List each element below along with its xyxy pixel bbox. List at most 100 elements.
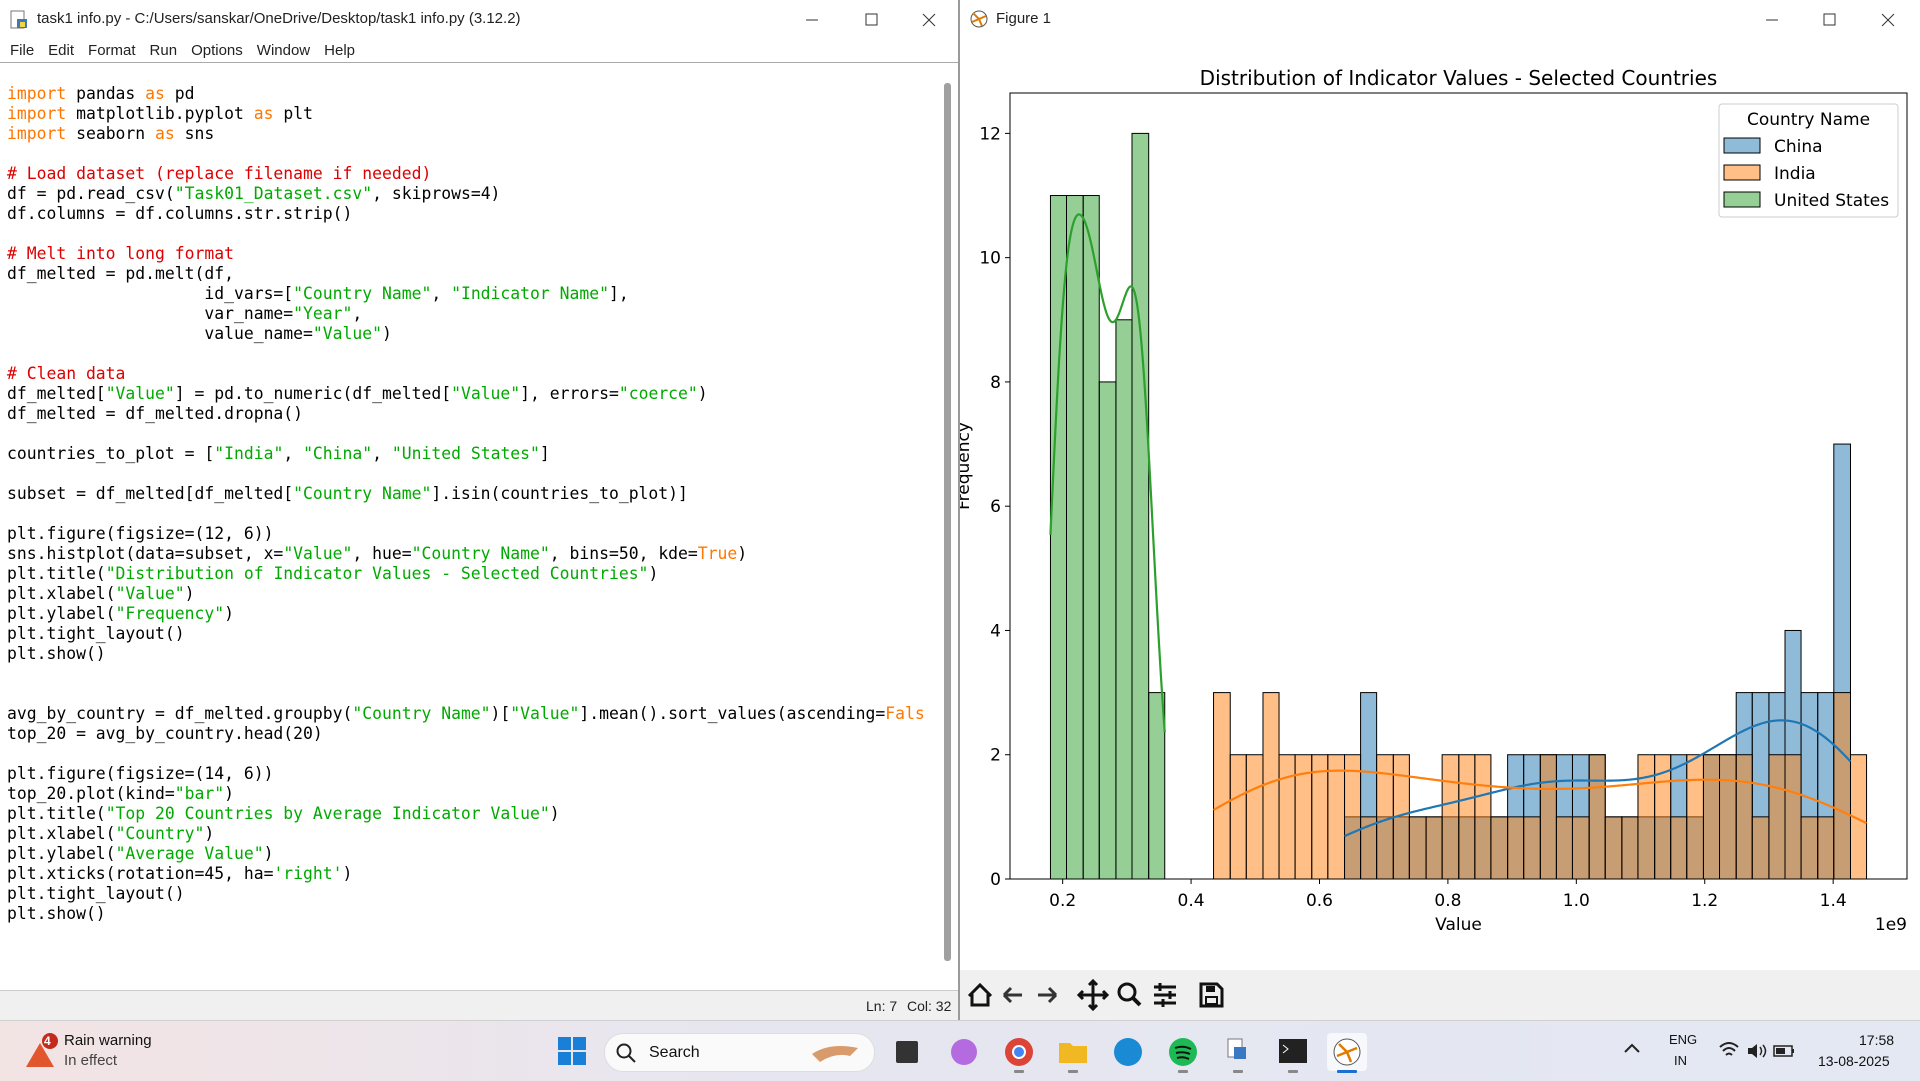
code-line: df_melted["Value"] = pd.to_numeric(df_me… bbox=[7, 384, 708, 403]
histogram-bar bbox=[1637, 754, 1656, 880]
line-number: Ln: 7 bbox=[866, 998, 898, 1014]
search-placeholder: Search bbox=[649, 1044, 700, 1061]
code-line: countries_to_plot = ["India", "China", "… bbox=[7, 444, 550, 463]
legend-label: China bbox=[1774, 137, 1823, 157]
window-title: Figure 1 bbox=[996, 10, 1052, 27]
edge[interactable] bbox=[1114, 1038, 1142, 1066]
code-line: subset = df_melted[df_melted["Country Na… bbox=[7, 484, 688, 503]
chrome[interactable] bbox=[1005, 1038, 1033, 1066]
close[interactable] bbox=[1881, 13, 1895, 27]
histogram-bar bbox=[1751, 816, 1770, 880]
home-button[interactable] bbox=[967, 982, 993, 1007]
code-line: # Load dataset (replace filename if need… bbox=[7, 164, 432, 183]
maximize[interactable] bbox=[865, 13, 878, 26]
menu-item[interactable]: Help bbox=[324, 42, 355, 59]
scrollbar[interactable] bbox=[944, 83, 951, 961]
code-line bbox=[7, 424, 932, 444]
search-box[interactable]: Search bbox=[604, 1033, 875, 1072]
histogram-bar bbox=[1229, 754, 1247, 880]
weather-icon[interactable] bbox=[22, 1033, 62, 1073]
title-bar: Figure 1 bbox=[960, 0, 1920, 39]
menu-item[interactable]: Edit bbox=[48, 42, 75, 59]
configure-button[interactable] bbox=[1154, 983, 1176, 1007]
y-tick-label: 4 bbox=[990, 621, 1001, 641]
search-highlight-art bbox=[812, 1046, 858, 1062]
save-button[interactable] bbox=[1199, 982, 1224, 1008]
window-controls[interactable] bbox=[790, 0, 958, 39]
histogram-bar bbox=[1262, 692, 1280, 880]
code-line: plt.xlabel("Value") bbox=[7, 584, 195, 603]
y-tick-label: 12 bbox=[979, 124, 1001, 144]
x-tick-label: 0.2 bbox=[1049, 891, 1076, 911]
x-offset-label: 1e9 bbox=[1875, 915, 1907, 935]
y-tick-label: 2 bbox=[990, 746, 1001, 766]
code-line: plt.figure(figsize=(14, 6)) bbox=[7, 764, 274, 783]
clock-date[interactable]: 13-08-2025 bbox=[1818, 1053, 1890, 1069]
chart-title: Distribution of Indicator Values - Selec… bbox=[1200, 66, 1718, 90]
clock-time[interactable]: 17:58 bbox=[1859, 1032, 1895, 1048]
terminal[interactable] bbox=[1279, 1039, 1307, 1063]
histogram-bar bbox=[1523, 816, 1541, 880]
menu-item[interactable]: Format bbox=[88, 42, 136, 59]
column-number: Col: 32 bbox=[907, 998, 952, 1014]
histogram-bar bbox=[1588, 754, 1606, 880]
matplotlib[interactable] bbox=[1333, 1038, 1361, 1066]
menu-item[interactable]: Options bbox=[191, 42, 243, 59]
task-view[interactable] bbox=[896, 1041, 918, 1063]
histogram-bar bbox=[1702, 754, 1721, 880]
tray-chevron[interactable] bbox=[1622, 1039, 1642, 1059]
code-line: plt.title("Distribution of Indicator Val… bbox=[7, 564, 659, 583]
histogram-bar bbox=[1441, 754, 1460, 880]
code-editor[interactable]: import pandas as pd import matplotlib.pyp… bbox=[0, 62, 958, 991]
histogram-bar bbox=[1098, 381, 1117, 880]
start-button[interactable] bbox=[556, 1035, 588, 1067]
legend-swatch bbox=[1723, 164, 1761, 181]
histogram-bar bbox=[1066, 195, 1084, 880]
window-controls[interactable] bbox=[1752, 0, 1920, 39]
code-line: df_melted = pd.melt(df, bbox=[7, 264, 234, 283]
histogram-bar bbox=[1555, 816, 1573, 880]
maximize[interactable] bbox=[1823, 13, 1836, 26]
menu-item[interactable]: Run bbox=[149, 42, 178, 59]
code-line: df_melted = df_melted.dropna() bbox=[7, 404, 304, 423]
code-line bbox=[7, 224, 932, 244]
toolbar bbox=[960, 970, 1920, 1020]
python[interactable] bbox=[1227, 1038, 1246, 1059]
histogram-bar bbox=[1213, 692, 1231, 880]
chart: 0 2 4 6 8 10 12 0.2 0.4 0.6 0.8 1.0 1.2 1.4 1e9 Distrib… bbox=[960, 39, 1920, 970]
code-line: value_name="Value") bbox=[7, 324, 392, 343]
spotify[interactable] bbox=[1169, 1038, 1197, 1066]
back-button[interactable] bbox=[1002, 986, 1022, 1004]
menu-item[interactable]: File bbox=[10, 42, 35, 59]
close[interactable] bbox=[922, 13, 936, 27]
histogram-bar bbox=[1148, 692, 1166, 880]
copilot[interactable] bbox=[951, 1039, 977, 1065]
histogram-bar bbox=[1344, 754, 1362, 880]
code-line bbox=[7, 664, 932, 684]
x-tick-label: 1.4 bbox=[1820, 891, 1847, 911]
histogram-bar bbox=[1131, 132, 1150, 880]
weather-title: Rain warning bbox=[64, 1032, 152, 1049]
legend-label: United States bbox=[1774, 191, 1889, 211]
pan-button[interactable] bbox=[1076, 978, 1110, 1012]
zoom-button[interactable] bbox=[1117, 982, 1142, 1007]
status-bar: Ln: 7 Col: 32 bbox=[0, 990, 958, 1020]
x-axis-label: Value bbox=[1435, 915, 1482, 935]
code-line: plt.xticks(rotation=45, ha='right') bbox=[7, 864, 353, 883]
menu-bar: File Edit Format Run Options Window Help bbox=[3, 40, 362, 62]
language[interactable]: ENG bbox=[1669, 1032, 1698, 1047]
file-explorer[interactable] bbox=[1059, 1043, 1087, 1063]
code-line: plt.ylabel("Average Value") bbox=[7, 844, 274, 863]
menu-item[interactable]: Window bbox=[256, 42, 311, 59]
keyboard-layout[interactable]: IN bbox=[1674, 1053, 1687, 1068]
legend-box bbox=[1718, 103, 1899, 218]
kde-curve bbox=[1049, 213, 1166, 733]
system-tray[interactable] bbox=[1718, 1039, 1796, 1063]
code-line: top_20 = avg_by_country.head(20) bbox=[7, 724, 323, 743]
code-line: df = pd.read_csv("Task01_Dataset.csv", s… bbox=[7, 184, 501, 203]
histogram-bar bbox=[1490, 816, 1509, 880]
code-line: sns.histplot(data=subset, x="Value", hue… bbox=[7, 544, 748, 563]
x-tick-label: 1.2 bbox=[1691, 891, 1718, 911]
forward-button[interactable] bbox=[1038, 986, 1058, 1004]
